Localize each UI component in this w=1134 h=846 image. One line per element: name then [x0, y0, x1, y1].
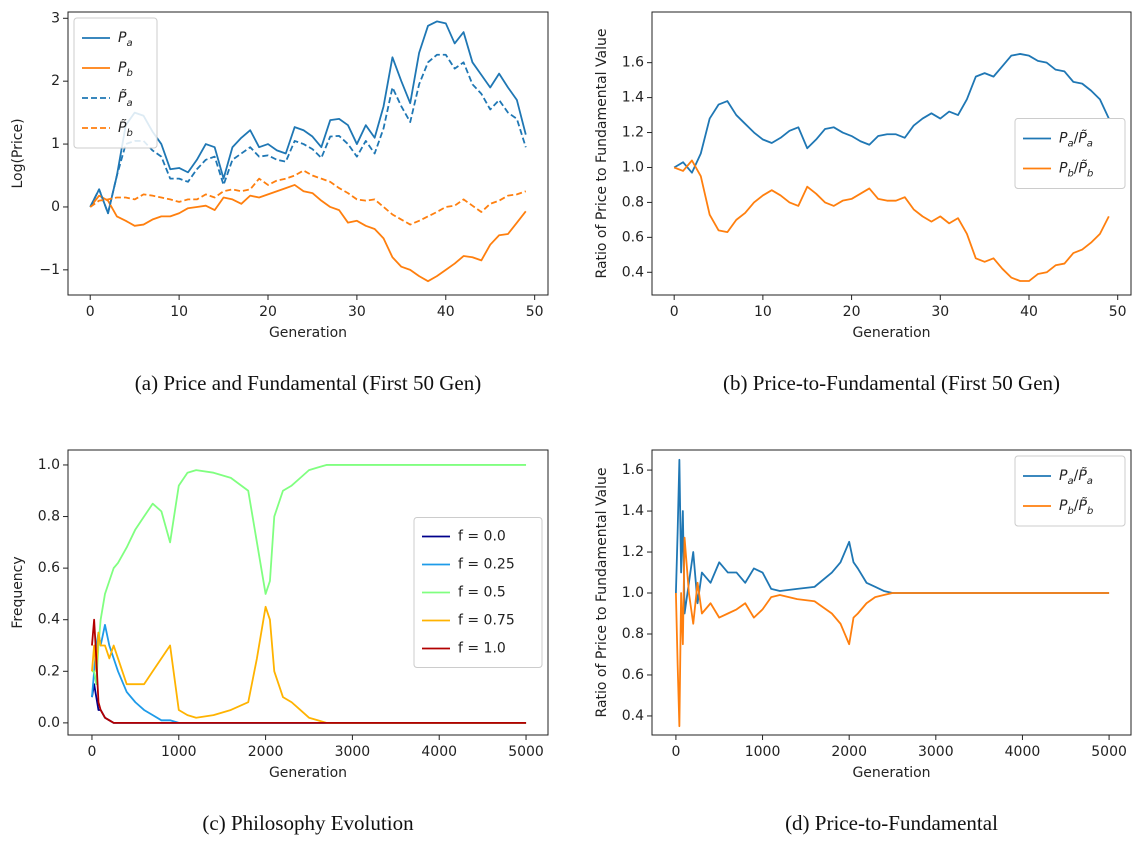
- series-line: [89, 53, 527, 215]
- y-axis-label: Ratio of Price to Fundamental Value: [594, 29, 610, 279]
- x-tick-label: 2000: [831, 744, 867, 760]
- legend-label: P̃b: [118, 119, 133, 139]
- series-line: [89, 184, 527, 283]
- y-tick-label: 0.0: [38, 715, 60, 731]
- legend-box: [413, 517, 543, 668]
- x-tick-label: 40: [1020, 304, 1038, 320]
- y-tick-label: 0.2: [38, 663, 60, 679]
- x-axis-label: Generation: [269, 765, 347, 781]
- series-line: [89, 20, 527, 215]
- legend-label: P̃a: [118, 89, 133, 109]
- y-tick-label: 0.4: [622, 264, 644, 280]
- legend-label: f = 0.75: [458, 613, 515, 629]
- caption: (c) Philosophy Evolution: [202, 811, 414, 835]
- legend-label: f = 0.25: [458, 557, 515, 573]
- x-tick-label: 4000: [1005, 744, 1041, 760]
- y-tick-label: 0.6: [622, 229, 644, 245]
- series-line: [675, 536, 1110, 728]
- legend-box: [1014, 118, 1126, 189]
- x-tick-label: 5000: [508, 744, 544, 760]
- legend-label: Pa/P̃a: [1059, 467, 1093, 487]
- legend-label: Pa: [118, 30, 133, 49]
- x-tick-label: 5000: [1091, 744, 1127, 760]
- x-tick-label: 20: [259, 304, 277, 320]
- x-tick-label: 10: [754, 304, 772, 320]
- y-axis-label: Frequency: [10, 556, 26, 628]
- series-line: [91, 464, 527, 686]
- legend-label: Pb/P̃b: [1059, 497, 1093, 517]
- panel: 0 1000 2000 3000 4000 5000 0.4 0.6 0.8 1.0 1.2 1.4 1…: [594, 449, 1132, 835]
- plot-frame: [67, 449, 549, 736]
- series-line: [91, 605, 527, 724]
- y-tick-label: 1.4: [622, 90, 644, 106]
- caption: (d) Price-to-Fundamental: [785, 811, 998, 835]
- y-tick-label: 0.6: [38, 560, 60, 576]
- caption: (a) Price and Fundamental (First 50 Gen): [135, 371, 481, 395]
- legend-label: f = 0.5: [458, 585, 506, 601]
- y-tick-label: 2: [51, 73, 60, 89]
- x-tick-label: 2000: [248, 744, 284, 760]
- y-tick-label: 1.0: [38, 457, 60, 473]
- legend-label: Pb: [118, 60, 133, 79]
- x-tick-label: 50: [1109, 304, 1127, 320]
- panel: 0 10 20 30 40 50 −1 0 1 2 3 Generation Log(Price) (a)…: [10, 10, 549, 395]
- series-line: [673, 53, 1110, 174]
- x-tick-label: 3000: [335, 744, 371, 760]
- x-tick-label: 0: [671, 744, 680, 760]
- y-tick-label: 0.4: [622, 708, 644, 724]
- legend-label: Pa/P̃a: [1059, 130, 1093, 150]
- plot-frame: [651, 449, 1132, 736]
- legend-label: Pb/P̃b: [1059, 160, 1093, 180]
- series-line: [673, 159, 1110, 282]
- y-tick-label: 0: [51, 199, 60, 215]
- y-tick-label: −1: [39, 262, 60, 278]
- x-tick-label: 1000: [161, 744, 197, 760]
- x-tick-label: 30: [931, 304, 949, 320]
- y-axis-label: Ratio of Price to Fundamental Value: [594, 468, 610, 718]
- y-tick-label: 1.4: [622, 503, 644, 519]
- y-tick-label: 3: [51, 10, 60, 26]
- caption: (b) Price-to-Fundamental (First 50 Gen): [723, 371, 1060, 395]
- y-tick-label: 1.2: [622, 544, 644, 560]
- legend-label: f = 1.0: [458, 641, 506, 657]
- legend-label: f = 0.0: [458, 529, 506, 545]
- x-tick-label: 30: [348, 304, 366, 320]
- y-tick-label: 1: [51, 136, 60, 152]
- x-axis-label: Generation: [852, 325, 930, 341]
- plot-frame: [67, 11, 549, 296]
- y-tick-label: 1.6: [622, 462, 644, 478]
- x-axis-label: Generation: [852, 765, 930, 781]
- x-tick-label: 0: [670, 304, 679, 320]
- x-tick-label: 3000: [918, 744, 954, 760]
- series-line: [675, 458, 1110, 615]
- legend-box: [1014, 455, 1126, 527]
- x-tick-label: 0: [87, 744, 96, 760]
- x-tick-label: 50: [526, 304, 544, 320]
- x-axis-label: Generation: [269, 325, 347, 341]
- y-tick-label: 0.8: [622, 626, 644, 642]
- y-tick-label: 1.6: [622, 55, 644, 71]
- y-tick-label: 0.8: [38, 509, 60, 525]
- y-axis-label: Log(Price): [10, 118, 26, 188]
- x-tick-label: 40: [437, 304, 455, 320]
- panel: 0 10 20 30 40 50 0.4 0.6 0.8 1.0 1.2 1.4 1.6 Generati…: [594, 11, 1132, 395]
- plot-frame: [651, 11, 1132, 296]
- series-line: [91, 618, 527, 724]
- series-line: [89, 169, 527, 226]
- y-tick-label: 0.4: [38, 612, 60, 628]
- x-tick-label: 0: [86, 304, 95, 320]
- x-tick-label: 10: [170, 304, 188, 320]
- x-tick-label: 4000: [421, 744, 457, 760]
- x-tick-label: 1000: [745, 744, 781, 760]
- y-tick-label: 1.2: [622, 125, 644, 141]
- y-tick-label: 1.0: [622, 159, 644, 175]
- x-tick-label: 20: [843, 304, 861, 320]
- y-tick-label: 1.0: [622, 585, 644, 601]
- panel: 0 1000 2000 3000 4000 5000 0.0 0.2 0.4 0.6 0.8 1.0 G…: [10, 449, 549, 835]
- y-tick-label: 0.6: [622, 667, 644, 683]
- y-tick-label: 0.8: [622, 194, 644, 210]
- legend-box: [73, 17, 158, 149]
